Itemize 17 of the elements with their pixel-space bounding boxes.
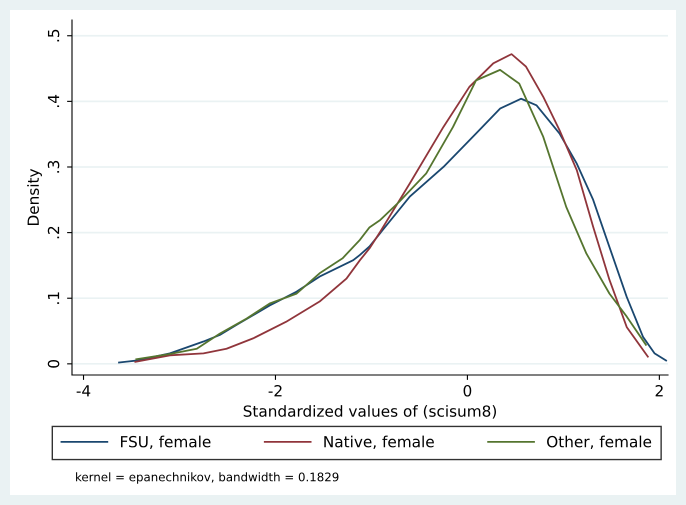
x-tick-label: -2 [268,384,282,396]
y-tick-label: 0 [48,360,60,368]
legend-label: Other, female [547,436,652,449]
y-tick-label: .3 [48,160,60,173]
line-series [118,98,667,364]
y-axis-title: Density [27,168,42,226]
y-tick-label: .1 [48,292,60,304]
x-tick-label: -4 [76,385,90,396]
x-axis-title: Standardized values of (scisum8) [244,405,496,419]
text: kernel = epanechnikov, bandwidth = 0.1829 [76,472,338,484]
x-tick-label: 0 [464,384,472,397]
y-tick-label: .5 [48,30,60,42]
y-tick-label: .2 [48,226,60,238]
legend-label: FSU, female [121,436,210,449]
y-tick-label: .4 [48,94,60,108]
legend-label: Native, female [324,436,434,449]
x-tick-label: 2 [656,384,663,396]
